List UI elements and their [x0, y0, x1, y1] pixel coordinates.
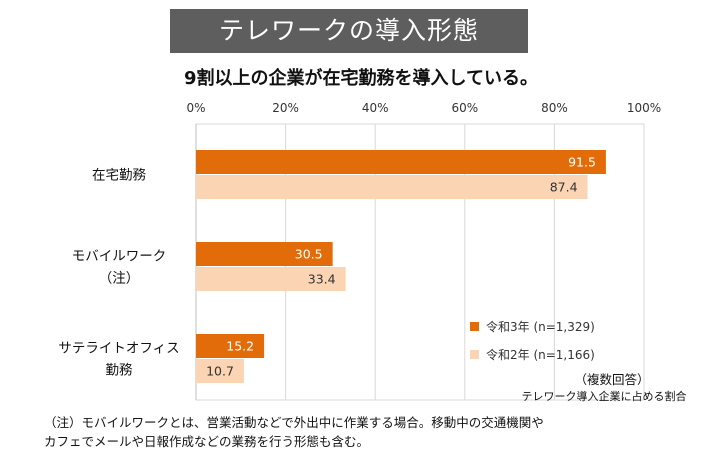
bar [196, 334, 265, 358]
banner-title: テレワークの導入形態 [170, 9, 528, 53]
bar [196, 150, 606, 174]
category-label: 勤務 [106, 363, 133, 379]
x-tick-label: 80% [541, 101, 568, 115]
x-tick-label: 20% [272, 101, 299, 115]
category-label: （注） [99, 271, 140, 287]
category-label: モバイルワーク [72, 249, 167, 265]
x-tick-label: 100% [627, 101, 661, 115]
data-label: 15.2 [226, 339, 254, 354]
legend-swatch [470, 350, 479, 359]
legend-swatch [470, 322, 479, 331]
category-label: サテライトオフィス [58, 341, 179, 357]
footnote-line-1: （注）モバイルワークとは、営業活動などで外出中に作業する場合。移動中の交通機関や [44, 415, 544, 430]
bar [196, 242, 333, 266]
data-label: 10.7 [206, 364, 234, 379]
x-tick-label: 60% [451, 101, 478, 115]
annotation-line-2: テレワーク導入企業に占める割合 [522, 389, 687, 403]
legend-label: 令和3年 (n=1,329) [486, 319, 595, 334]
footnote-line-2: カフェでメールや日報作成などの業務を行う形態も含む。 [44, 434, 370, 449]
bar [196, 267, 346, 291]
data-label: 91.5 [568, 155, 596, 170]
x-tick-label: 0% [186, 101, 205, 115]
legend-label: 令和2年 (n=1,166) [486, 347, 595, 362]
x-tick-label: 40% [362, 101, 389, 115]
data-label: 87.4 [550, 180, 578, 195]
data-label: 33.4 [308, 272, 336, 287]
data-label: 30.5 [295, 247, 323, 262]
bar [196, 359, 244, 383]
annotation-line-1: （複数回答） [574, 372, 649, 387]
category-label: 在宅勤務 [92, 168, 146, 184]
bar [196, 175, 588, 199]
chart-headline: 9割以上の企業が在宅勤務を導入している。 [184, 68, 538, 89]
